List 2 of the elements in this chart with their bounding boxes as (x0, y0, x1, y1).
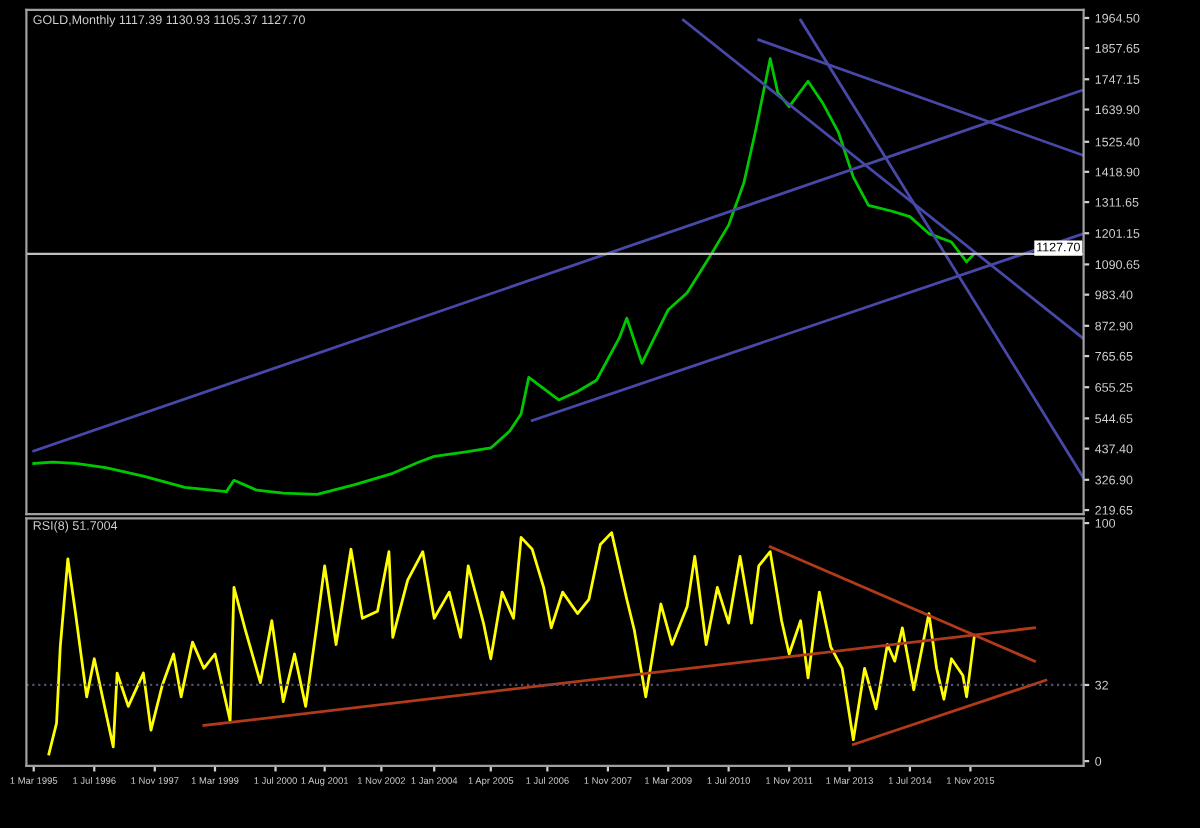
line-series (47, 531, 976, 756)
line-series (32, 57, 976, 496)
